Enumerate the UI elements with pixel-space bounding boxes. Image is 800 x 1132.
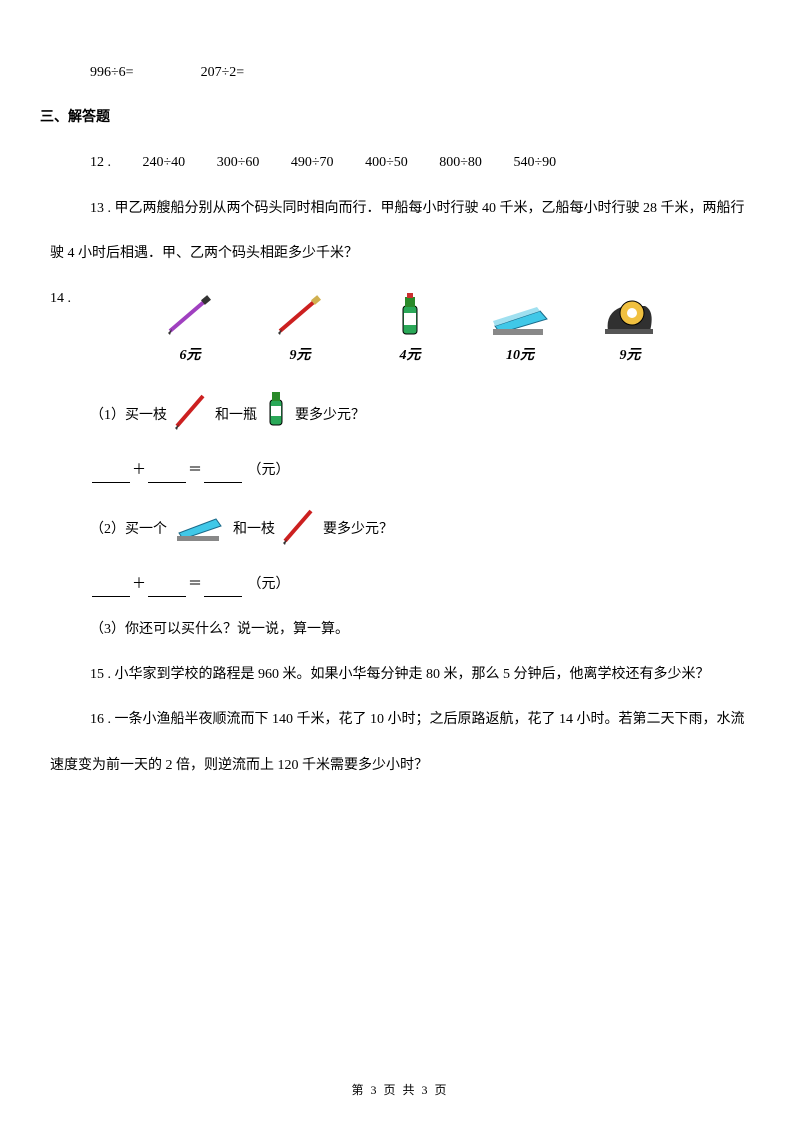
q12-item: 490÷70 [291, 150, 334, 175]
item-tape: 9元 [590, 291, 670, 368]
unit: （元） [248, 463, 290, 478]
item-red-pen: 9元 [260, 291, 340, 368]
q13-text-a: 甲乙两艘船分别从两个码头同时相向而行．甲船每小时行驶 40 千米，乙船每小时行驶… [115, 201, 745, 216]
q15: 15 . 小华家到学校的路程是 960 米。如果小华每分钟走 80 米，那么 5… [50, 662, 750, 687]
calc-line: 996÷6= 207÷2= [50, 60, 750, 85]
blank[interactable] [92, 581, 130, 597]
q13-line2: 驶 4 小时后相遇．甲、乙两个码头相距多少千米？ [50, 241, 750, 266]
sub1-b: 和一瓶 [215, 403, 257, 428]
page-footer: 第 3 页 共 3 页 [0, 1080, 800, 1102]
q14-sub1: （1）买一枝 和一瓶 要多少元？ [50, 388, 750, 442]
q15-prefix: 15 . [90, 667, 111, 682]
formula-2: ＋＝ （元） [50, 572, 750, 597]
item-purple-pen: 6元 [150, 291, 230, 368]
q13-line1: 13 . 甲乙两艘船分别从两个码头同时相向而行．甲船每小时行驶 40 千米，乙船… [50, 196, 750, 221]
q12-item: 800÷80 [439, 150, 482, 175]
q12-item: 540÷90 [513, 150, 556, 175]
q12: 12 . 240÷40 300÷60 490÷70 400÷50 800÷80 … [50, 150, 750, 175]
calc-b: 207÷2= [201, 65, 245, 80]
blank[interactable] [204, 467, 242, 483]
q16-text-a: 一条小渔船半夜顺流而下 140 千米，花了 10 小时；之后原路返航，花了 14… [115, 712, 745, 727]
glue-bottle-icon [390, 291, 430, 341]
tape-dispenser-icon [600, 291, 660, 341]
price: 10元 [506, 343, 534, 368]
q12-item: 240÷40 [143, 150, 186, 175]
q16-prefix: 16 . [90, 712, 111, 727]
q14-prefix: 14 . [50, 291, 71, 306]
stapler-icon [171, 503, 229, 548]
sub1-a: （1）买一枝 [90, 403, 167, 428]
q16-line2: 速度变为前一天的 2 倍，则逆流而上 120 千米需要多少小时？ [50, 753, 750, 778]
red-pen-icon [270, 291, 330, 341]
price: 4元 [400, 343, 421, 368]
blank[interactable] [148, 581, 186, 597]
price: 9元 [290, 343, 311, 368]
item-glue: 4元 [370, 291, 450, 368]
sub2-c: 要多少元？ [323, 517, 393, 542]
q13-prefix: 13 . [90, 201, 111, 216]
sub2-b: 和一枝 [233, 517, 275, 542]
red-pen-icon [279, 503, 319, 548]
section-3-header: 三、解答题 [40, 105, 750, 130]
q12-item: 400÷50 [365, 150, 408, 175]
blank[interactable] [204, 581, 242, 597]
formula-1: ＋＝ （元） [50, 458, 750, 483]
q16-line1: 16 . 一条小渔船半夜顺流而下 140 千米，花了 10 小时；之后原路返航，… [50, 707, 750, 732]
blank[interactable] [148, 467, 186, 483]
stapler-icon [485, 291, 555, 341]
red-pen-icon [171, 388, 211, 433]
price: 9元 [620, 343, 641, 368]
sub2-a: （2）买一个 [90, 517, 167, 542]
unit: （元） [248, 577, 290, 592]
q14-sub2: （2）买一个 和一枝 要多少元？ [50, 503, 750, 557]
sub1-c: 要多少元？ [295, 403, 365, 428]
items-row: 6元 9元 4元 [120, 291, 750, 368]
item-stapler: 10元 [480, 291, 560, 368]
price: 6元 [180, 343, 201, 368]
glue-bottle-icon [261, 388, 291, 433]
q12-item: 300÷60 [217, 150, 260, 175]
q15-text: 小华家到学校的路程是 960 米。如果小华每分钟走 80 米，那么 5 分钟后，… [115, 667, 710, 682]
q14-sub3: （3）你还可以买什么？说一说，算一算。 [50, 617, 750, 642]
calc-a: 996÷6= [90, 65, 134, 80]
purple-pen-icon [160, 291, 220, 341]
blank[interactable] [92, 467, 130, 483]
q12-prefix: 12 . [90, 150, 111, 175]
